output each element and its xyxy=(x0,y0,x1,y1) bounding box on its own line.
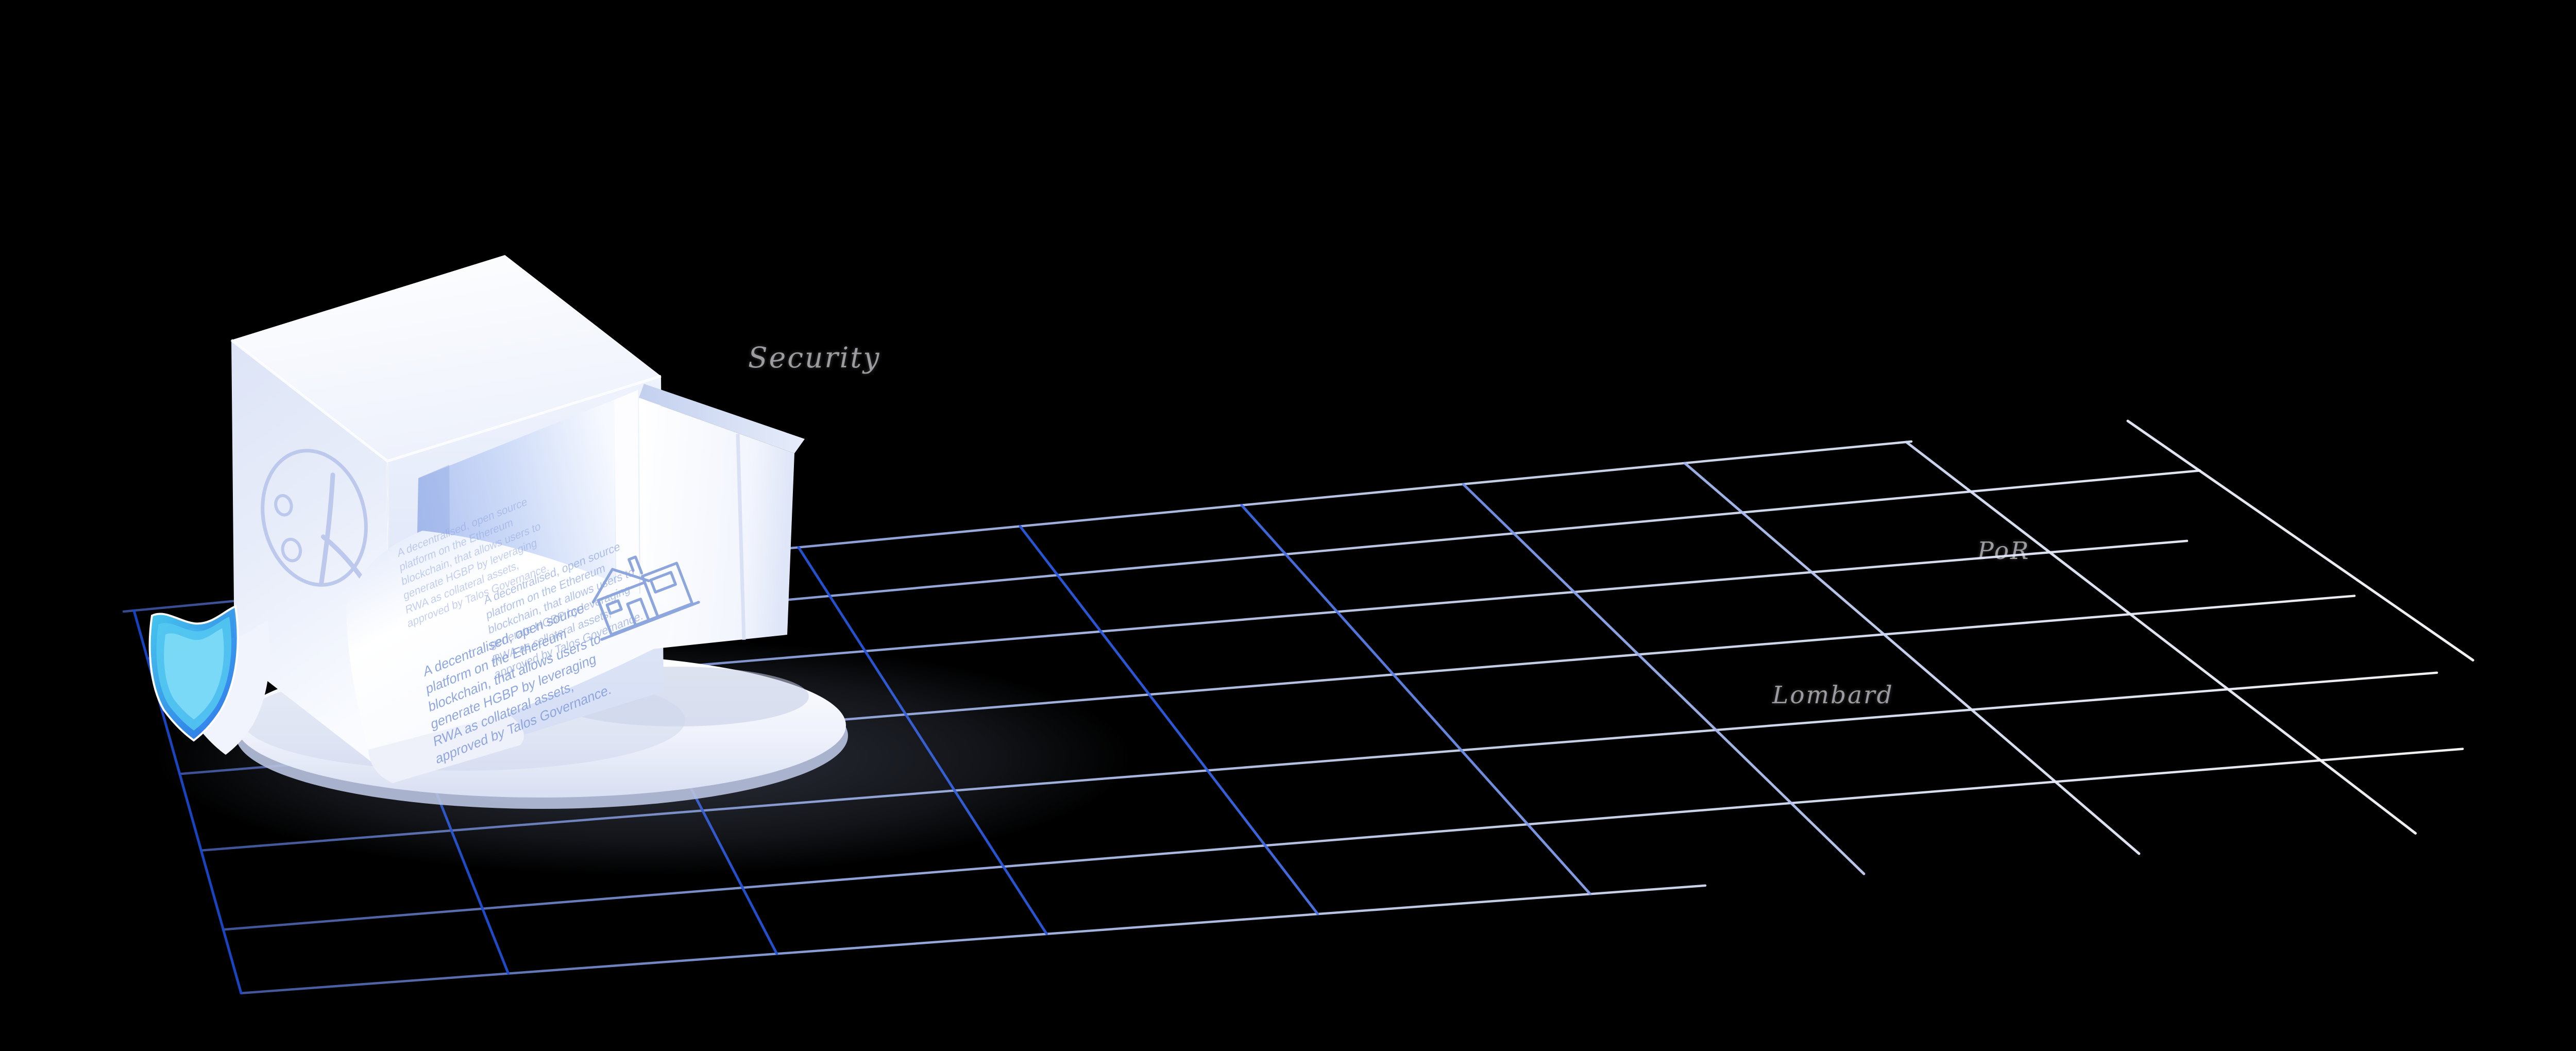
floating-word-por: PoR xyxy=(1977,537,2030,565)
paper-document xyxy=(346,531,700,783)
vault-door xyxy=(639,384,805,650)
percent-lambda-emblem xyxy=(261,449,368,587)
shield-icon xyxy=(148,605,270,755)
house-icon xyxy=(591,555,700,641)
floating-word-security: Security xyxy=(748,341,881,374)
floating-word-lombard: Lombard xyxy=(1772,681,1894,709)
